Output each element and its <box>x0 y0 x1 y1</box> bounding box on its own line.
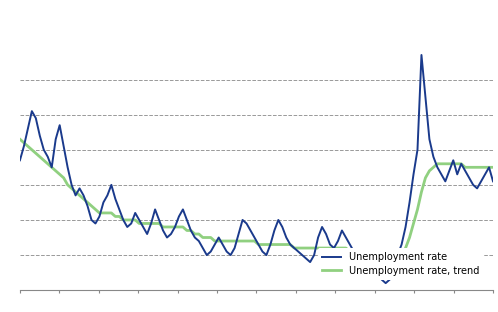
Unemployment rate <box>394 253 400 257</box>
Unemployment rate <box>144 232 150 236</box>
Unemployment rate, trend <box>17 137 23 141</box>
Unemployment rate, trend <box>343 246 349 250</box>
Unemployment rate, trend <box>279 243 285 246</box>
Unemployment rate <box>382 281 388 285</box>
Unemployment rate, trend <box>374 260 380 264</box>
Unemployment rate <box>279 225 285 229</box>
Unemployment rate, trend <box>478 165 484 169</box>
Line: Unemployment rate, trend: Unemployment rate, trend <box>20 139 493 262</box>
Unemployment rate <box>418 53 424 57</box>
Unemployment rate <box>482 173 488 176</box>
Unemployment rate <box>17 158 23 162</box>
Unemployment rate, trend <box>117 215 123 218</box>
Unemployment rate <box>343 236 349 239</box>
Unemployment rate <box>117 207 123 211</box>
Unemployment rate, trend <box>490 165 496 169</box>
Unemployment rate, trend <box>394 257 400 261</box>
Unemployment rate <box>490 179 496 183</box>
Legend: Unemployment rate, Unemployment rate, trend: Unemployment rate, Unemployment rate, tr… <box>318 248 484 280</box>
Unemployment rate, trend <box>144 222 150 225</box>
Line: Unemployment rate: Unemployment rate <box>20 55 493 283</box>
